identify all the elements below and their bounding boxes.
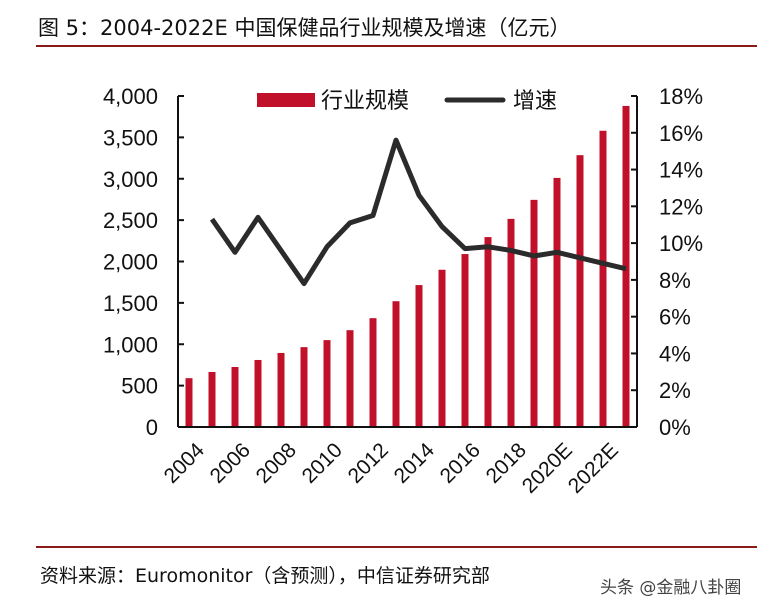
right-tick-label: 14% (659, 158, 703, 183)
bar-2011 (346, 330, 354, 427)
right-tick-label: 6% (659, 305, 691, 330)
x-tick-label: 2012 (344, 439, 393, 488)
source-note: 资料来源：Euromonitor（含预测），中信证券研究部 (40, 565, 490, 587)
source-rule (36, 546, 757, 548)
legend-bar-label: 行业规模 (321, 88, 409, 113)
left-tick-label: 3,000 (103, 167, 158, 192)
bar-2006 (231, 367, 239, 427)
left-tick-label: 2,500 (103, 208, 158, 233)
x-tick-label: 2010 (298, 439, 347, 488)
left-tick-label: 0 (146, 415, 158, 440)
x-tick-label: 2022E (564, 439, 623, 498)
bar-2004 (185, 378, 193, 427)
bar-2014 (415, 285, 423, 427)
figure-title: 图 5：2004-2022E 中国保健品行业规模及增速（亿元） (38, 16, 571, 40)
bar-2017 (484, 237, 492, 427)
right-tick-label: 16% (659, 121, 703, 146)
left-tick-label: 3,500 (103, 125, 158, 150)
x-tick-label: 2006 (206, 439, 255, 488)
title-rule (36, 45, 757, 47)
bar-2005 (208, 371, 216, 427)
bar-2018 (507, 218, 515, 427)
watermark: 头条 @金融八卦圈 (600, 578, 742, 598)
right-tick-label: 12% (659, 194, 703, 219)
x-tick-label: 2016 (436, 439, 485, 488)
x-tick-label: 2020E (518, 439, 577, 498)
x-tick-label: 2004 (160, 438, 210, 488)
legend-line-label: 增速 (513, 88, 557, 113)
growth-line (209, 137, 627, 287)
bar-2015 (438, 269, 446, 427)
legend-bar-swatch (257, 93, 315, 107)
bar-2013 (392, 301, 400, 427)
x-tick-label: 2014 (390, 438, 440, 488)
left-tick-label: 2,000 (103, 250, 158, 275)
bar-2007 (254, 359, 262, 427)
right-tick-label: 18% (659, 84, 703, 109)
bar-2020E (553, 177, 561, 427)
right-tick-label: 2% (659, 378, 691, 403)
bar-2008 (277, 352, 285, 427)
bar-2022E (599, 130, 607, 427)
right-tick-label: 8% (659, 268, 691, 293)
bar-2019 (530, 199, 538, 427)
left-tick-label: 4,000 (103, 84, 158, 109)
right-tick-label: 0% (659, 415, 691, 440)
left-tick-label: 1,500 (103, 291, 158, 316)
left-tick-label: 500 (121, 374, 158, 399)
bar-2021E (576, 155, 584, 427)
right-tick-label: 4% (659, 341, 691, 366)
bar-2009 (300, 347, 308, 427)
bar-2010 (323, 340, 331, 427)
bar-2012 (369, 318, 377, 427)
x-tick-label: 2008 (252, 439, 301, 488)
right-tick-label: 10% (659, 231, 703, 256)
bar-2016 (461, 254, 469, 427)
legend: 行业规模 增速 (257, 88, 557, 113)
left-tick-label: 1,000 (103, 332, 158, 357)
